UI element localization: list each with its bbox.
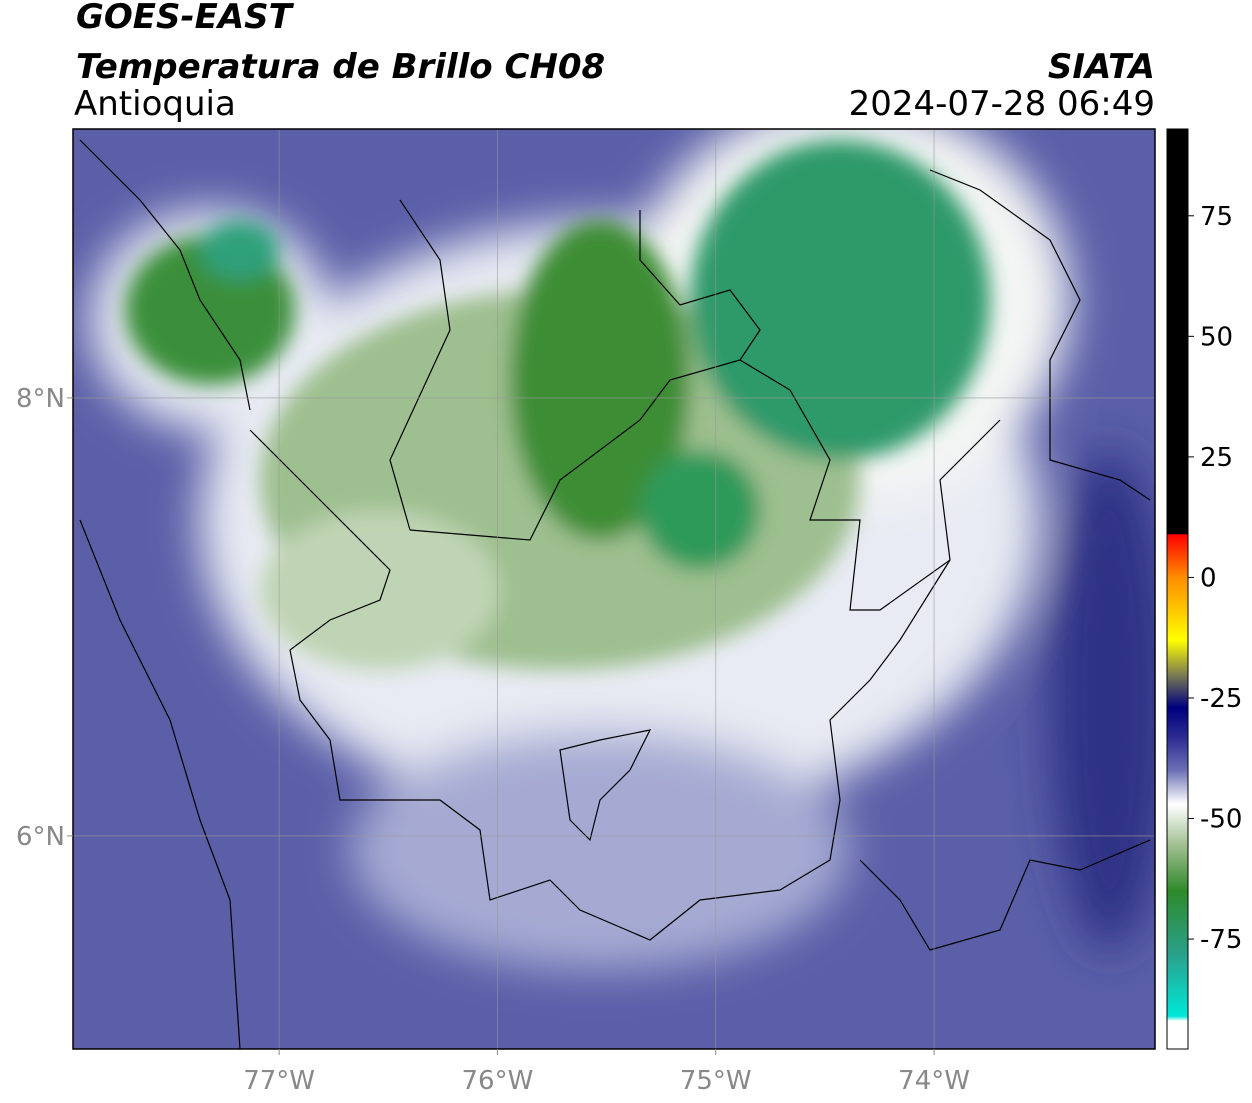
colorbar-tick-label: -50 xyxy=(1200,805,1242,835)
y-tick-label: 6°N xyxy=(16,822,65,852)
x-tick-label: 74°W xyxy=(898,1066,970,1096)
title: GOES-EAST xyxy=(76,0,295,37)
colorbar-tick-label: -25 xyxy=(1200,684,1242,714)
satellite-image xyxy=(73,129,1155,1049)
region: Antioquia xyxy=(74,84,236,124)
colorbar-tick-label: 25 xyxy=(1200,443,1233,473)
map-frame xyxy=(72,128,1156,1050)
x-tick-label: 77°W xyxy=(243,1066,315,1096)
colorbar-tick-label: 0 xyxy=(1200,563,1217,593)
colorbar-tick-label: -75 xyxy=(1200,925,1242,955)
x-tick-label: 76°W xyxy=(462,1066,534,1096)
datetime: 2024-07-28 06:49 xyxy=(849,84,1155,124)
x-tick-label: 75°W xyxy=(680,1066,752,1096)
source: SIATA xyxy=(1048,47,1155,87)
colorbar xyxy=(1166,128,1189,1050)
colorbar-tick-label: 75 xyxy=(1200,202,1233,232)
subtitle: Temperatura de Brillo CH08 xyxy=(76,47,605,87)
colorbar-tick-label: 50 xyxy=(1200,322,1233,352)
y-tick-label: 8°N xyxy=(16,384,65,414)
